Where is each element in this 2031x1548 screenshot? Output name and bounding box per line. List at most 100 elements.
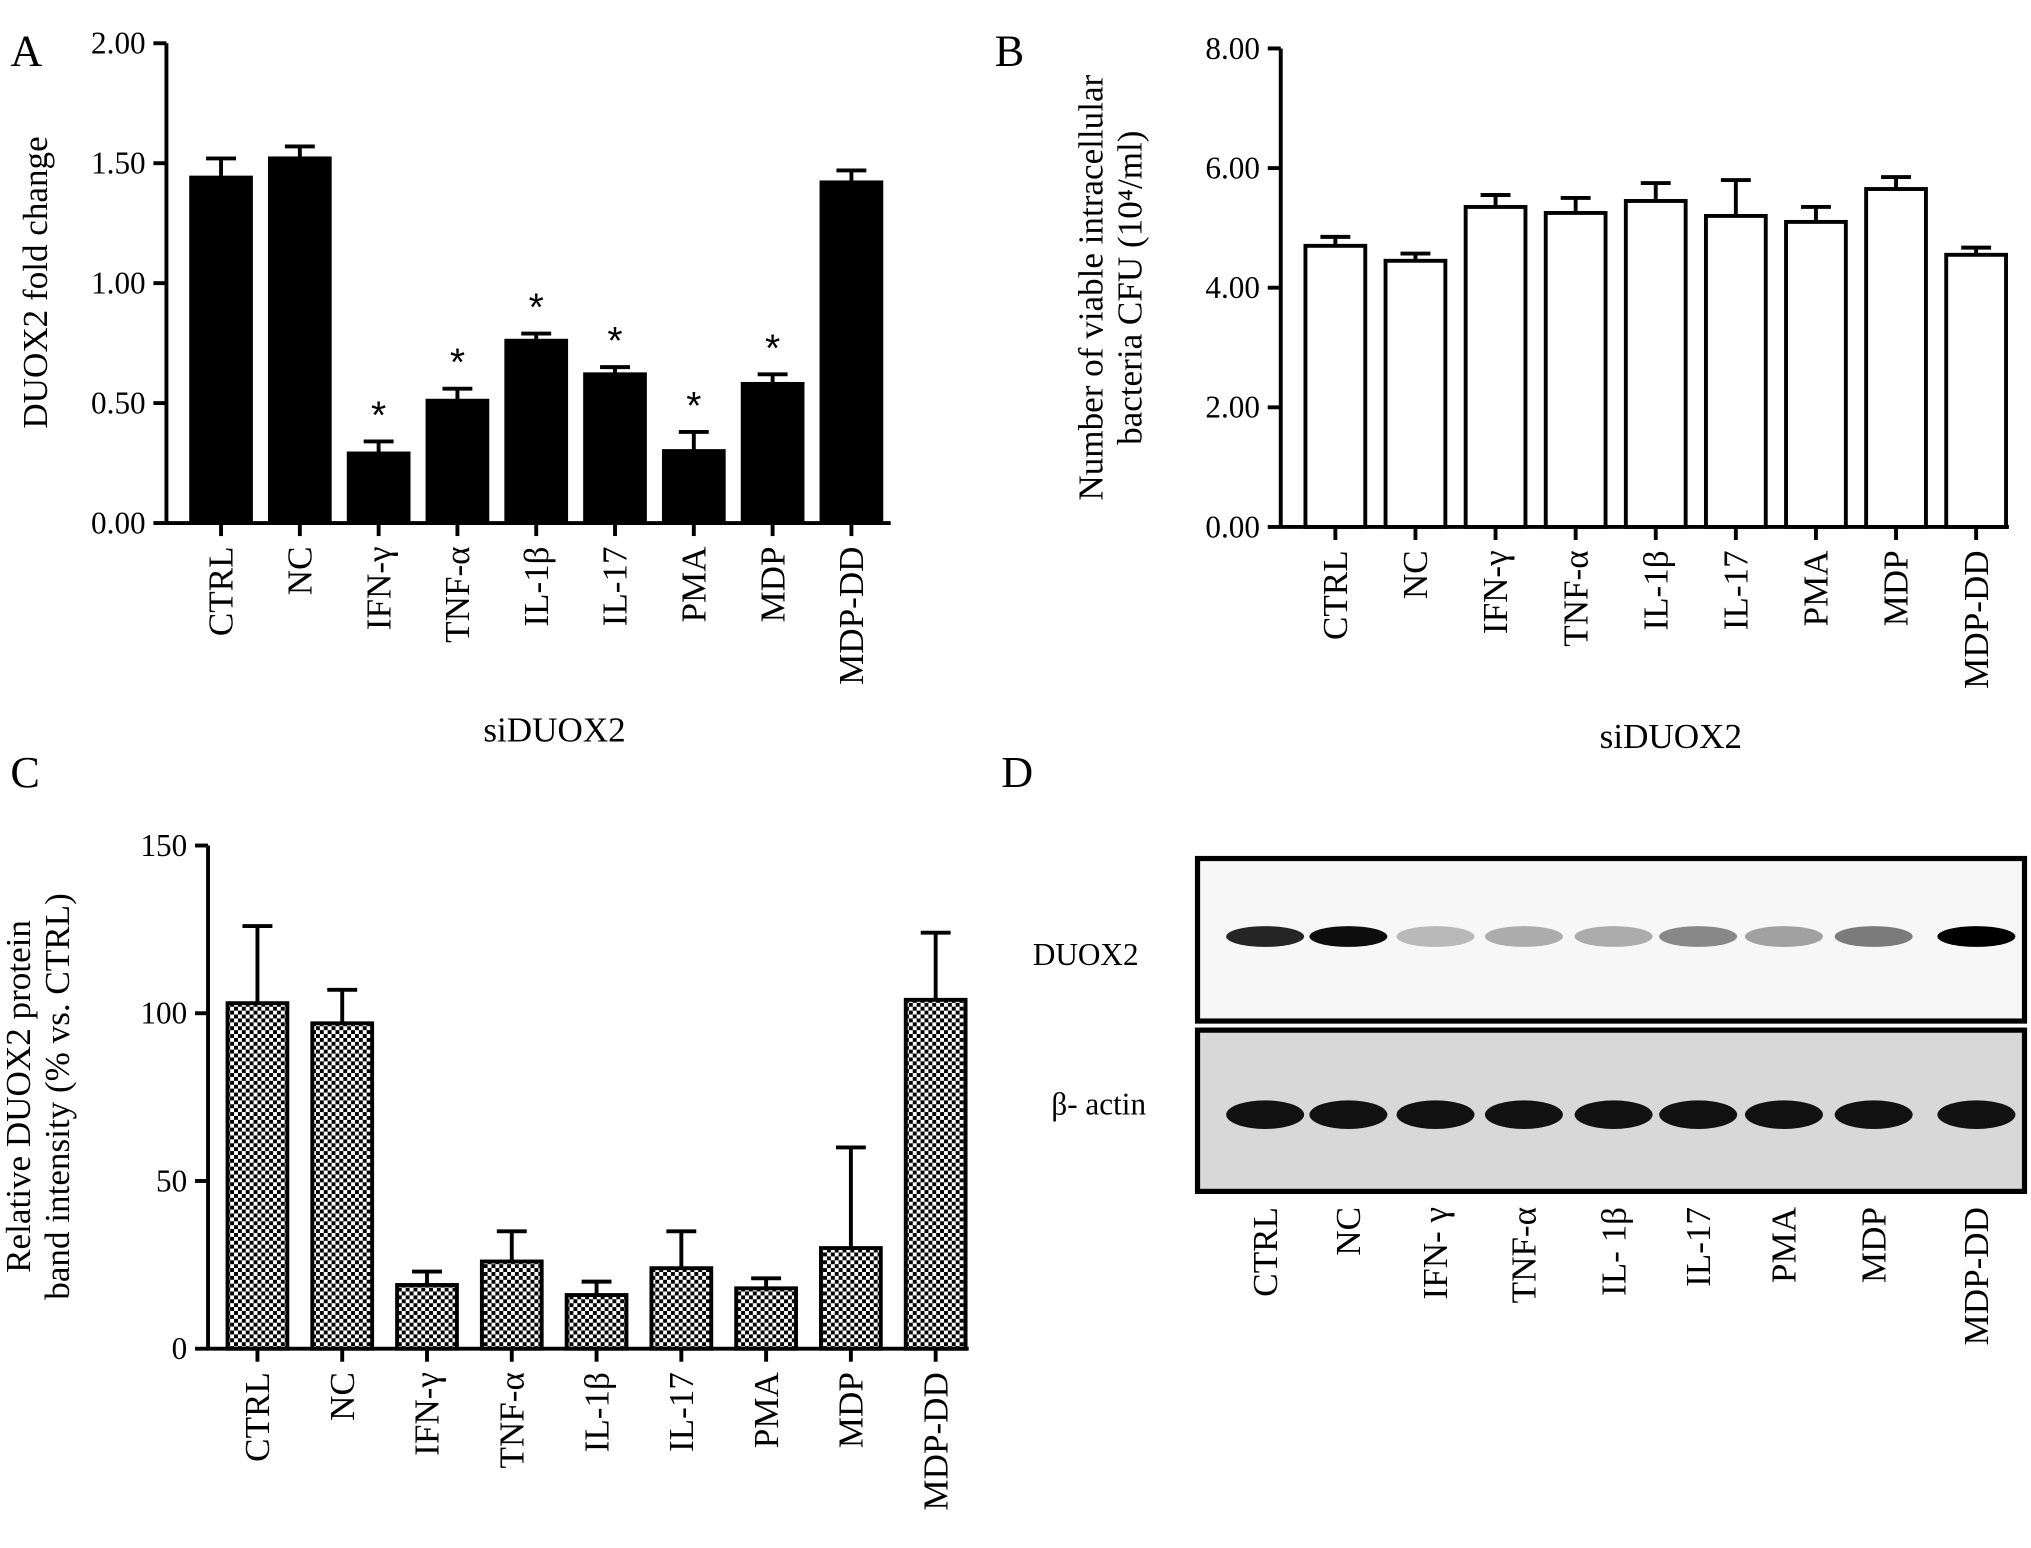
blot-band (1744, 1100, 1823, 1129)
x-tick-label: IL-17 (1717, 550, 1756, 630)
x-tick-label: PMA (747, 1371, 786, 1448)
bar (425, 398, 490, 526)
panel-letter: A (10, 26, 42, 75)
y-tick-label: 2.00 (1205, 390, 1260, 425)
bar (1383, 258, 1448, 529)
bar (740, 381, 805, 526)
bar (504, 338, 569, 526)
x-tick-label: CTRL (202, 546, 241, 636)
x-tick-label: MDP-DD (1957, 550, 1996, 688)
blot-band (1396, 926, 1475, 947)
blot: D DUOX2 β- actin CTRL NC IFN- γ TNF-α IL- 1β… (1001, 748, 2028, 1345)
bar (583, 372, 647, 526)
x-tick-label: TNF-α (1556, 550, 1595, 646)
y-tick-label: 8.00 (1205, 31, 1260, 66)
y-axis-label: DUOX2 fold change (16, 136, 55, 428)
x-tick-label: IFN-γ (408, 1372, 447, 1456)
lane-label: IL-17 (1679, 1207, 1718, 1287)
panel-letter: B (995, 26, 1024, 75)
bar (310, 1021, 375, 1351)
lane-label: MDP-DD (1957, 1207, 1996, 1345)
bar (1623, 199, 1688, 529)
x-tick-label: TNF-α (492, 1372, 531, 1468)
lane-label: IFN- γ (1416, 1207, 1455, 1300)
blot-band (1396, 1100, 1475, 1129)
lane-label: TNF-α (1505, 1207, 1544, 1303)
y-axis-label: bacteria CFU (10⁴/ml) (1111, 131, 1150, 445)
y-tick-label: 2.00 (91, 26, 146, 61)
blot-band (1309, 1100, 1388, 1129)
blot-band (1574, 926, 1653, 947)
x-tick-label: PMA (1797, 550, 1836, 627)
blot-row-label: β- actin (1051, 1087, 1146, 1122)
y-tick-label: 0.00 (1205, 509, 1260, 544)
x-tick-label: IL-17 (662, 1372, 701, 1452)
significance-mark: * (765, 327, 780, 370)
lane-label: PMA (1765, 1206, 1804, 1283)
blot-band (1574, 1100, 1653, 1129)
y-axis-label: band intensity (% vs. CTRL) (38, 893, 77, 1299)
y-tick-label: 150 (140, 828, 187, 863)
bar (225, 1001, 290, 1351)
y-tick-label: 0.00 (91, 505, 146, 540)
x-tick-label: MDP-DD (916, 1372, 955, 1510)
x-tick-label: MDP (753, 546, 792, 622)
x-tick-label: IFN-γ (1476, 550, 1515, 634)
significance-mark: * (371, 394, 386, 437)
blot-band (1659, 926, 1738, 947)
bar (819, 1246, 883, 1351)
bar (734, 1286, 798, 1351)
x-tick-label: IFN-γ (359, 546, 398, 630)
blot-band (1484, 1100, 1563, 1129)
bar (346, 451, 411, 526)
bar (395, 1283, 459, 1351)
significance-mark: * (686, 385, 701, 428)
y-axis-label: Number of viable intracellular (1072, 74, 1111, 500)
bar (1703, 213, 1768, 529)
lane-label: CTRL (1246, 1207, 1285, 1297)
bar (649, 1266, 714, 1351)
y-tick-label: 6.00 (1205, 150, 1260, 185)
bar (1303, 243, 1368, 529)
panel-letter: C (10, 748, 39, 797)
y-tick-label: 1.50 (91, 146, 146, 181)
y-tick-label: 0 (172, 1331, 188, 1366)
bar (903, 997, 968, 1351)
x-tick-label: IL-1β (577, 1372, 616, 1452)
bar (1944, 252, 2008, 529)
significance-mark: * (607, 320, 622, 363)
blot-band (1834, 1100, 1913, 1129)
lane-label: IL- 1β (1594, 1207, 1633, 1296)
blot-row-label: DUOX2 (1033, 937, 1139, 972)
blot-band (1226, 1100, 1305, 1129)
y-tick-label: 1.00 (91, 266, 146, 301)
x-tick-label: NC (1396, 550, 1435, 599)
y-tick-label: 50 (156, 1163, 187, 1198)
lane-label: NC (1329, 1207, 1368, 1256)
x-tick-label: IL-1β (517, 546, 556, 626)
bar (1784, 219, 1848, 529)
bar (564, 1293, 629, 1351)
significance-mark: * (450, 342, 465, 385)
x-tick-label: MDP-DD (832, 546, 871, 684)
x-tick-label: PMA (675, 546, 714, 623)
blot-band (1744, 926, 1823, 947)
bar (267, 156, 332, 526)
y-tick-label: 4.00 (1205, 270, 1260, 305)
blot-band (1484, 926, 1563, 947)
y-tick-label: 0.50 (91, 386, 146, 421)
significance-mark: * (529, 287, 544, 330)
lane-label: MDP (1854, 1207, 1893, 1283)
x-tick-label: NC (323, 1372, 362, 1421)
bar (1864, 187, 1928, 529)
x-tick-label: TNF-α (438, 546, 477, 642)
bar (661, 449, 726, 526)
blot-band (1226, 926, 1305, 947)
blot-band (1937, 926, 2016, 947)
bar (819, 180, 884, 526)
bar (1463, 205, 1528, 529)
bar (1543, 210, 1608, 529)
y-axis-label: Relative DUOX2 protein (0, 920, 38, 1273)
